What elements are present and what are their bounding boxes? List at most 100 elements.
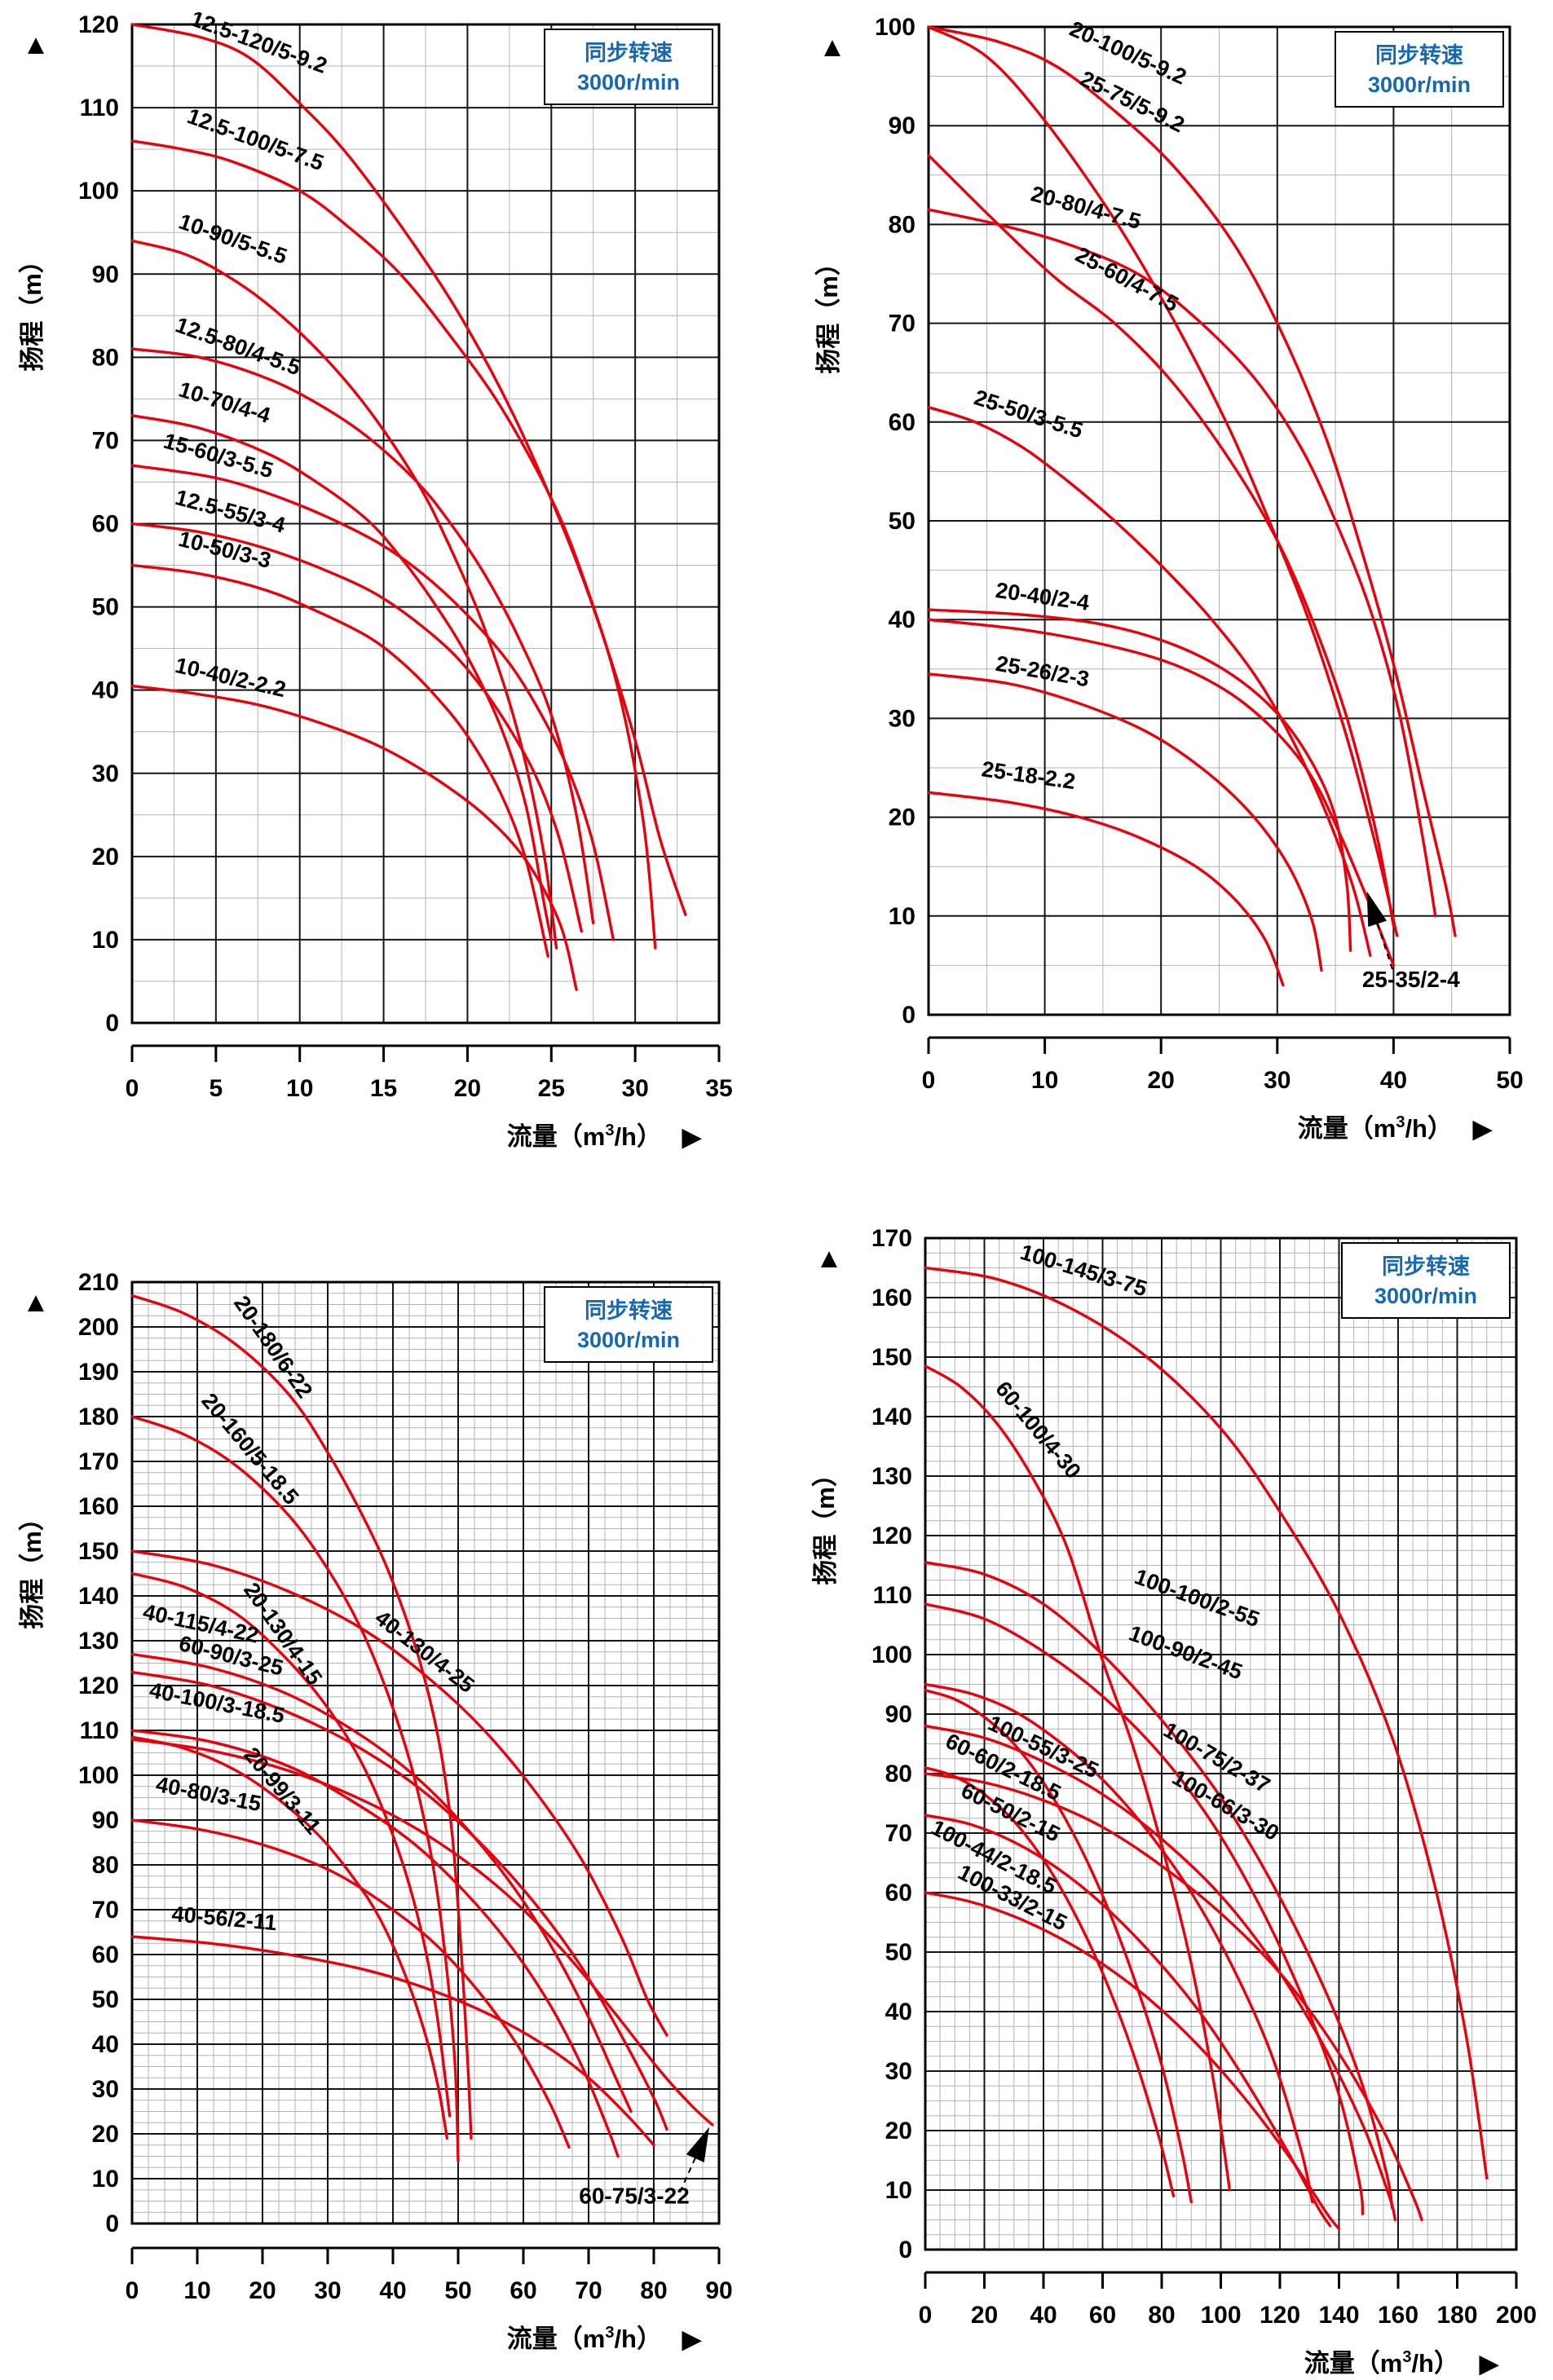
svg-text:3000r/min: 3000r/min — [577, 1328, 680, 1352]
y-axis-title: 扬程（m） — [18, 1505, 46, 1629]
svg-text:170: 170 — [78, 1448, 119, 1475]
svg-text:70: 70 — [92, 427, 119, 454]
curve-100-90/2-45 — [924, 1602, 1365, 2215]
y-axis-title: 扬程（m） — [814, 250, 843, 374]
curve-label-10-50/3-3: 10-50/3-3 — [176, 527, 273, 573]
curve-40-56/2-11 — [131, 1935, 655, 2147]
svg-text:40: 40 — [885, 1999, 912, 2025]
svg-text:3000r/min: 3000r/min — [577, 70, 680, 95]
svg-text:100: 100 — [78, 1762, 119, 1789]
svg-text:30: 30 — [621, 1075, 648, 1102]
curve-100-55/3-25 — [924, 1682, 1314, 2204]
svg-text:60: 60 — [92, 1941, 119, 1968]
svg-text:90: 90 — [889, 112, 915, 139]
svg-text:3000r/min: 3000r/min — [1368, 73, 1471, 97]
svg-text:50: 50 — [92, 1986, 119, 2013]
curve-100-66/3-30 — [924, 1772, 1423, 2222]
sync-speed-box: 同步转速 3000r/min — [1341, 1242, 1511, 1319]
curve-60-90/3-25 — [131, 1670, 668, 2131]
svg-text:60-75/3-22: 60-75/3-22 — [579, 2183, 689, 2208]
x-axis: 0 20 40 60 80 100 120 140 160 180 200 — [919, 2271, 1537, 2329]
y-axis-arrow-icon: ▲ — [22, 29, 50, 60]
curve-25-18-2.2 — [928, 791, 1285, 987]
curve-10-40/2-2.2 — [131, 684, 578, 991]
curve-label-25-50/3-5.5: 25-50/3-5.5 — [971, 385, 1086, 443]
svg-text:110: 110 — [873, 1582, 912, 1609]
svg-text:80: 80 — [889, 211, 915, 238]
curve-20-130/4-15 — [131, 1571, 452, 2118]
svg-text:150: 150 — [871, 1344, 912, 1371]
svg-text:40: 40 — [889, 606, 915, 633]
svg-text:同步转速: 同步转速 — [1375, 43, 1463, 68]
svg-text:0: 0 — [919, 2302, 933, 2329]
svg-text:190: 190 — [78, 1359, 119, 1386]
arrowhead-icon — [686, 2127, 709, 2162]
svg-text:130: 130 — [78, 1628, 119, 1655]
svg-text:0: 0 — [898, 2237, 912, 2263]
svg-text:20: 20 — [1148, 1067, 1175, 1094]
curve-label-10-40/2-2.2: 10-40/2-2.2 — [173, 653, 288, 702]
curve-label-25-60/4-7.5: 25-60/4-7.5 — [1071, 242, 1182, 316]
curve-label-100-100/2-55: 100-100/2-55 — [1132, 1564, 1263, 1632]
curve-20-160/5-18.5 — [131, 1415, 460, 2162]
curve-10-50/3-3 — [131, 563, 549, 958]
gridlines — [929, 27, 1510, 1015]
curve-label-20-180/6-22: 20-180/6-22 — [229, 1291, 317, 1402]
chart-top-left: 0 10 20 30 40 50 60 70 80 90 100 110 120 0 5 10 15 20 25 30… — [0, 0, 776, 1190]
svg-text:180: 180 — [78, 1404, 119, 1430]
svg-text:30: 30 — [885, 2058, 912, 2085]
svg-text:15: 15 — [370, 1075, 397, 1102]
annotation-25-35/2-4: 25-35/2-4 — [1362, 891, 1460, 992]
curve-label-25-26/2-3: 25-26/2-3 — [994, 651, 1091, 692]
svg-text:120: 120 — [871, 1523, 912, 1549]
curve-label-100-90/2-45: 100-90/2-45 — [1126, 1620, 1246, 1684]
svg-text:50: 50 — [444, 2277, 471, 2304]
x-axis: 0 5 10 15 20 25 30 35 — [126, 1044, 733, 1102]
x-axis: 0 10 20 30 40 50 60 70 80 90 — [126, 2246, 733, 2304]
svg-text:25-35/2-4: 25-35/2-4 — [1362, 967, 1460, 992]
svg-text:60: 60 — [889, 409, 915, 436]
svg-text:140: 140 — [871, 1404, 912, 1430]
svg-text:150: 150 — [78, 1538, 119, 1565]
x-axis-arrow-icon: ▶ — [682, 2326, 703, 2353]
svg-text:20: 20 — [885, 2118, 912, 2144]
svg-text:100: 100 — [875, 14, 915, 41]
x-axis: 0 10 20 30 40 50 — [922, 1036, 1524, 1094]
curve-label-20-40/2-4: 20-40/2-4 — [994, 578, 1091, 615]
curve-10-70/4-4 — [131, 414, 553, 941]
svg-text:80: 80 — [640, 2277, 667, 2304]
curve-100-75/2-37 — [924, 1724, 1397, 2222]
curve-label-10-70/4-4: 10-70/4-4 — [176, 377, 273, 428]
plot-border — [927, 25, 1511, 1016]
svg-text:10: 10 — [286, 1075, 313, 1102]
curve-12.5-55/3-4 — [131, 522, 583, 933]
x-axis-arrow-icon: ▶ — [1472, 1116, 1493, 1143]
svg-text:0: 0 — [902, 1002, 915, 1029]
chart-top-right: 0 10 20 30 40 50 60 70 80 90 100 0 10 20 30 40 50 流量（m3/h… — [777, 0, 1553, 1190]
svg-text:35: 35 — [705, 1075, 732, 1102]
arrowhead-icon — [1366, 891, 1388, 928]
chart-top-left-canvas: 0 10 20 30 40 50 60 70 80 90 100 110 120 0 5 10 15 20 25 30… — [18, 7, 733, 1151]
svg-text:40: 40 — [92, 677, 119, 704]
chart-bottom-left: 0 10 20 30 40 50 60 70 80 90 100 110 120 130 140 150 160… — [0, 1190, 776, 2380]
svg-text:20: 20 — [92, 844, 119, 870]
curve-20-40/2-4 — [928, 608, 1352, 952]
svg-text:10: 10 — [885, 2177, 912, 2204]
svg-text:160: 160 — [871, 1285, 912, 1311]
curve-10-90/5-5.5 — [131, 239, 558, 950]
svg-text:50: 50 — [1496, 1067, 1523, 1094]
curve-label-40-80/3-15: 40-80/3-15 — [154, 1772, 263, 1816]
svg-text:200: 200 — [1496, 2302, 1537, 2329]
svg-text:3000r/min: 3000r/min — [1374, 1284, 1477, 1308]
svg-text:20: 20 — [249, 2277, 276, 2304]
curve-25-26/2-3 — [928, 672, 1323, 972]
svg-text:40: 40 — [1030, 2302, 1057, 2329]
curve-12.5-120/5-9.2 — [131, 23, 687, 916]
x-axis-title: 流量（m3/h） — [1298, 1113, 1453, 1143]
svg-text:60: 60 — [510, 2277, 536, 2304]
svg-text:80: 80 — [92, 1852, 119, 1879]
svg-text:90: 90 — [885, 1701, 912, 1728]
chart-bottom-right: 0 10 20 30 40 50 60 70 80 90 100 110 120 130 140 150 160… — [777, 1190, 1553, 2380]
svg-text:140: 140 — [78, 1583, 119, 1610]
